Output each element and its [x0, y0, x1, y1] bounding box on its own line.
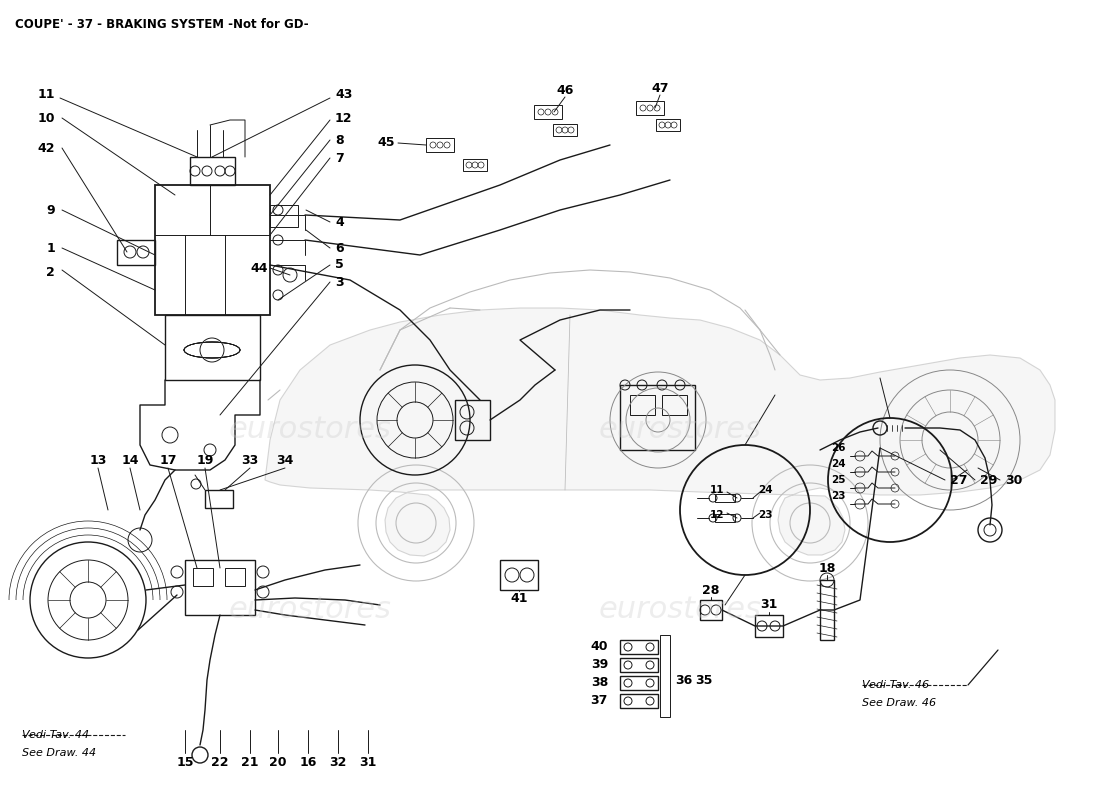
Bar	[455, 400, 490, 440]
Text: 23: 23	[758, 510, 772, 520]
Bar	[205, 490, 233, 508]
Text: 7: 7	[336, 151, 343, 165]
Text: 30: 30	[1005, 474, 1022, 486]
Bar	[426, 138, 454, 152]
Bar	[534, 105, 562, 119]
Text: 24: 24	[830, 459, 845, 469]
Text: Vedi Tav. 46: Vedi Tav. 46	[862, 680, 929, 690]
Text: 28: 28	[702, 583, 719, 597]
Text: 3: 3	[336, 275, 343, 289]
Text: eurostores: eurostores	[229, 415, 392, 445]
Text: eurostores: eurostores	[598, 595, 761, 625]
Text: 10: 10	[37, 111, 55, 125]
Text: 36: 36	[675, 674, 692, 686]
Text: See Draw. 46: See Draw. 46	[862, 698, 936, 708]
Text: 39: 39	[591, 658, 608, 671]
Bar	[192, 568, 213, 586]
Bar	[165, 315, 260, 380]
Text: 46: 46	[557, 83, 574, 97]
Text: 4: 4	[336, 215, 343, 229]
Bar	[662, 395, 688, 415]
Bar	[500, 560, 538, 590]
Text: 12: 12	[710, 510, 724, 520]
Text: 13: 13	[89, 454, 107, 466]
Text: 40: 40	[591, 641, 608, 654]
Text: 29: 29	[980, 474, 998, 486]
Bar	[755, 615, 783, 637]
Text: 25: 25	[830, 475, 845, 485]
Bar	[630, 395, 654, 415]
Bar	[155, 185, 270, 315]
Text: Vedi Tav. 44: Vedi Tav. 44	[22, 730, 89, 740]
Bar	[226, 568, 245, 586]
Text: 5: 5	[336, 258, 343, 271]
Text: 38: 38	[591, 677, 608, 690]
Text: 33: 33	[241, 454, 258, 466]
Text: 14: 14	[121, 454, 139, 466]
Bar	[270, 205, 298, 227]
Bar	[620, 658, 658, 672]
Bar	[660, 635, 670, 717]
Text: 31: 31	[360, 755, 376, 769]
Text: 43: 43	[336, 89, 352, 102]
Text: 9: 9	[46, 203, 55, 217]
Text: 8: 8	[336, 134, 343, 146]
Text: 1: 1	[46, 242, 55, 254]
Polygon shape	[265, 308, 1055, 556]
Bar	[620, 676, 658, 690]
Text: 34: 34	[276, 454, 294, 466]
Bar	[715, 514, 735, 522]
Bar	[463, 159, 487, 171]
Text: 6: 6	[336, 242, 343, 254]
Text: 26: 26	[830, 443, 845, 453]
Text: 41: 41	[510, 591, 528, 605]
Bar	[715, 494, 735, 502]
Bar	[820, 580, 834, 640]
Text: 20: 20	[270, 755, 287, 769]
Text: 24: 24	[758, 485, 772, 495]
Text: 2: 2	[46, 266, 55, 278]
Text: 15: 15	[176, 755, 194, 769]
Text: 35: 35	[695, 674, 713, 686]
Text: 22: 22	[211, 755, 229, 769]
Text: 19: 19	[196, 454, 213, 466]
Bar	[700, 600, 722, 620]
Text: 42: 42	[37, 142, 55, 154]
Text: eurostores: eurostores	[229, 595, 392, 625]
Text: 21: 21	[241, 755, 258, 769]
Text: 31: 31	[760, 598, 778, 611]
Text: See Draw. 44: See Draw. 44	[22, 748, 96, 758]
Text: 16: 16	[299, 755, 317, 769]
Bar	[185, 560, 255, 615]
Bar	[620, 694, 658, 708]
Text: 47: 47	[651, 82, 669, 94]
Bar	[190, 157, 235, 185]
Bar	[620, 385, 695, 450]
Text: 37: 37	[591, 694, 608, 707]
Bar	[553, 124, 578, 136]
Text: 32: 32	[329, 755, 346, 769]
Bar	[636, 101, 664, 115]
Text: 11: 11	[710, 485, 724, 495]
Bar	[656, 119, 680, 131]
Text: 18: 18	[818, 562, 836, 574]
Bar	[620, 640, 658, 654]
Text: 17: 17	[160, 454, 177, 466]
Text: 45: 45	[377, 137, 395, 150]
Text: 12: 12	[336, 111, 352, 125]
Text: COUPE' - 37 - BRAKING SYSTEM -Not for GD-: COUPE' - 37 - BRAKING SYSTEM -Not for GD…	[15, 18, 309, 31]
Bar	[117, 240, 155, 265]
Text: eurostores: eurostores	[598, 415, 761, 445]
Text: 27: 27	[950, 474, 968, 486]
Text: 44: 44	[251, 262, 268, 274]
Text: 11: 11	[37, 89, 55, 102]
Text: 23: 23	[830, 491, 845, 501]
